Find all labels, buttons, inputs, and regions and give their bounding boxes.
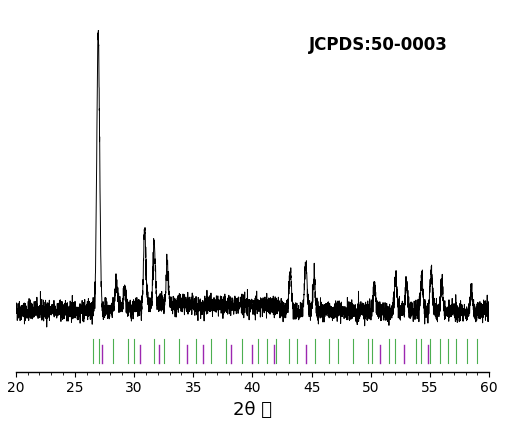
Y-axis label: 强度: 强度: [0, 180, 11, 199]
X-axis label: 2θ 角: 2θ 角: [233, 401, 272, 419]
Text: JCPDS:50-0003: JCPDS:50-0003: [309, 36, 448, 54]
